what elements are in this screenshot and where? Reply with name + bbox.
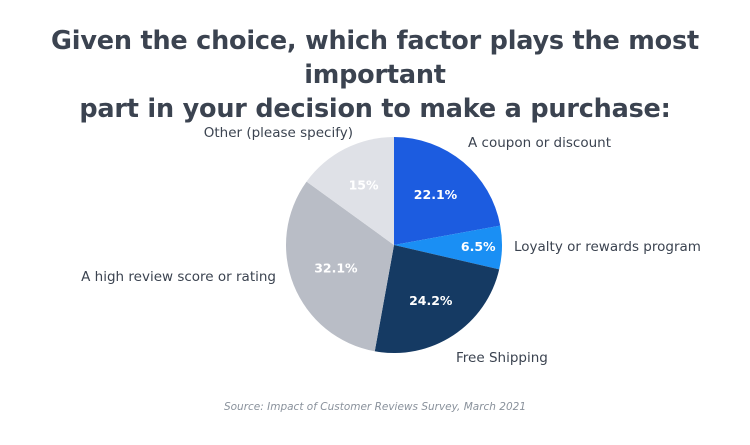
pie-category-label-5: Other (please specify) bbox=[204, 125, 353, 141]
pie-value-label-1: 22.1% bbox=[414, 187, 458, 202]
pie-slices bbox=[286, 137, 502, 353]
chart-title-line-2: part in your decision to make a purchase… bbox=[79, 94, 671, 124]
pie-value-label-3: 24.2% bbox=[409, 293, 453, 308]
pie-slice-2 bbox=[394, 225, 502, 270]
pie-category-labels: A coupon or discount Loyalty or rewards p… bbox=[81, 125, 701, 366]
pie-slice-5 bbox=[306, 137, 394, 245]
pie-slice-1 bbox=[394, 137, 501, 245]
pie-category-label-3: Free Shipping bbox=[456, 350, 548, 366]
pie-slice-3 bbox=[374, 245, 500, 353]
pie-value-label-5: 15% bbox=[349, 177, 379, 192]
pie-value-labels: 22.1% 6.5% 24.2% 32.1% 15% bbox=[314, 177, 496, 308]
chart-title-line-1: Given the choice, which factor plays the… bbox=[51, 26, 699, 90]
pie-slice-4 bbox=[286, 181, 394, 352]
chart-title: Given the choice, which factor plays the… bbox=[0, 24, 750, 126]
pie-value-label-4: 32.1% bbox=[314, 260, 358, 275]
pie-category-label-4: A high review score or rating bbox=[81, 269, 276, 285]
source-note: Source: Impact of Customer Reviews Surve… bbox=[223, 401, 527, 413]
pie-value-label-2: 6.5% bbox=[461, 239, 496, 254]
pie-category-label-2: Loyalty or rewards program bbox=[514, 239, 701, 255]
pie-category-label-1: A coupon or discount bbox=[468, 135, 611, 151]
